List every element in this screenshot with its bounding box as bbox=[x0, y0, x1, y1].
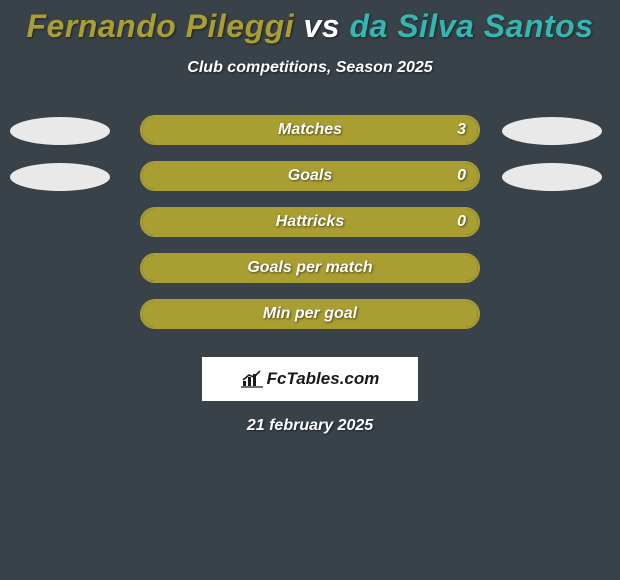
stat-label: Min per goal bbox=[142, 301, 478, 327]
stat-label: Goals bbox=[142, 163, 478, 189]
subtitle: Club competitions, Season 2025 bbox=[0, 59, 620, 77]
stat-row: Hattricks0 bbox=[0, 201, 620, 247]
player2-avatar-placeholder bbox=[502, 163, 602, 191]
logo-box: FcTables.com bbox=[202, 357, 418, 401]
stat-bar: Goals per match bbox=[140, 253, 480, 283]
player1-avatar-placeholder bbox=[10, 163, 110, 191]
title-player2: da Silva Santos bbox=[349, 8, 593, 44]
stat-value: 0 bbox=[457, 163, 466, 189]
stat-row: Min per goal bbox=[0, 293, 620, 339]
date-text: 21 february 2025 bbox=[0, 417, 620, 435]
stat-row: Matches3 bbox=[0, 109, 620, 155]
stat-row: Goals0 bbox=[0, 155, 620, 201]
stat-label: Hattricks bbox=[142, 209, 478, 235]
stat-label: Matches bbox=[142, 117, 478, 143]
stat-bar: Min per goal bbox=[140, 299, 480, 329]
title-vs: vs bbox=[294, 8, 349, 44]
stat-bar: Hattricks0 bbox=[140, 207, 480, 237]
stat-rows: Matches3Goals0Hattricks0Goals per matchM… bbox=[0, 109, 620, 339]
page-title: Fernando Pileggi vs da Silva Santos bbox=[0, 0, 620, 45]
player2-avatar-placeholder bbox=[502, 117, 602, 145]
stat-row: Goals per match bbox=[0, 247, 620, 293]
stat-value: 3 bbox=[457, 117, 466, 143]
stat-label: Goals per match bbox=[142, 255, 478, 281]
stat-bar: Goals0 bbox=[140, 161, 480, 191]
stat-value: 0 bbox=[457, 209, 466, 235]
stat-bar: Matches3 bbox=[140, 115, 480, 145]
player1-avatar-placeholder bbox=[10, 117, 110, 145]
chart-icon bbox=[241, 370, 263, 388]
logo-text: FcTables.com bbox=[267, 369, 380, 389]
title-player1: Fernando Pileggi bbox=[27, 8, 295, 44]
